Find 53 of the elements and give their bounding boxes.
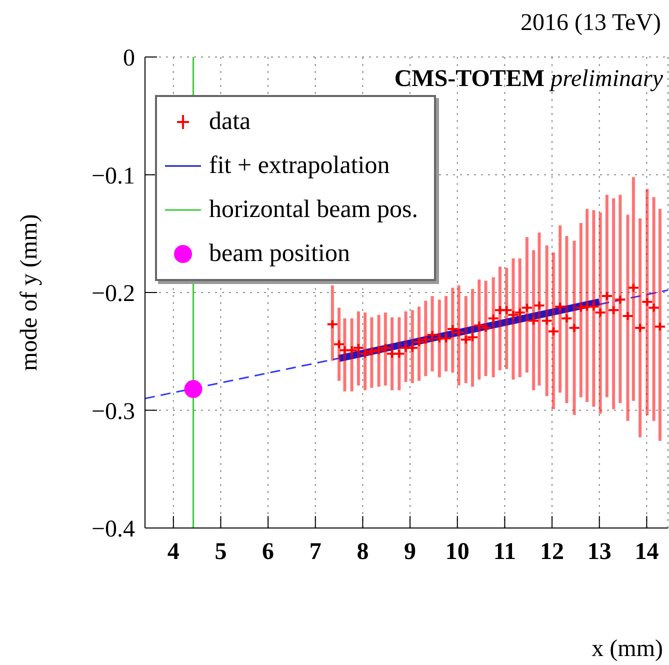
point — [406, 342, 418, 353]
annotation: CMS-TOTEM preliminary — [394, 66, 663, 92]
point — [654, 322, 666, 332]
point — [574, 302, 587, 313]
ref-line-label: horizontal beam pos. — [209, 196, 418, 224]
x-tick-label: 14 — [634, 539, 659, 566]
x-tick-label: 12 — [540, 539, 564, 566]
point — [614, 294, 626, 305]
x-tick-label: 13 — [587, 539, 612, 566]
point — [528, 316, 540, 326]
point — [466, 332, 479, 342]
point — [184, 380, 202, 398]
point — [622, 311, 634, 322]
x-tick-label: 6 — [262, 539, 274, 566]
point — [487, 313, 500, 324]
x-tick-label: 11 — [493, 539, 516, 566]
y-axis-title: mode of y (mm) — [16, 214, 43, 371]
legend-label: fit + extrapolation — [209, 152, 390, 180]
x-tick-label: 10 — [445, 539, 470, 566]
y-tick-label: −0.1 — [91, 163, 135, 190]
point — [547, 326, 560, 336]
x-tick-label: 8 — [356, 539, 369, 566]
text: 2016 (13 TeV) — [520, 10, 661, 37]
point — [560, 313, 573, 324]
x-tick-label: 4 — [167, 539, 180, 566]
point — [608, 305, 620, 316]
point — [372, 345, 385, 356]
x-tick-label: 5 — [214, 539, 227, 566]
point — [413, 336, 426, 347]
point — [514, 308, 526, 318]
point — [634, 322, 646, 333]
point — [346, 345, 358, 356]
point — [393, 348, 406, 359]
point — [554, 302, 566, 312]
legend-label: beam position — [209, 240, 350, 268]
point — [568, 322, 580, 333]
point — [440, 333, 452, 344]
point — [540, 316, 553, 326]
legend-label: data — [209, 108, 251, 136]
y-tick-label: −0.3 — [91, 398, 135, 425]
point — [326, 319, 338, 330]
point — [366, 346, 378, 356]
point — [533, 300, 546, 310]
x-tick-label: 9 — [404, 539, 416, 566]
point — [520, 302, 533, 313]
y-tick-label: −0.2 — [91, 281, 135, 308]
y-tick-label: 0 — [123, 46, 135, 72]
x-tick-label: 7 — [309, 539, 322, 566]
point — [420, 334, 432, 345]
y-tick-label: −0.4 — [91, 516, 135, 543]
point — [627, 282, 640, 293]
point — [600, 291, 613, 302]
x-axis-title: x (mm) — [592, 636, 663, 663]
